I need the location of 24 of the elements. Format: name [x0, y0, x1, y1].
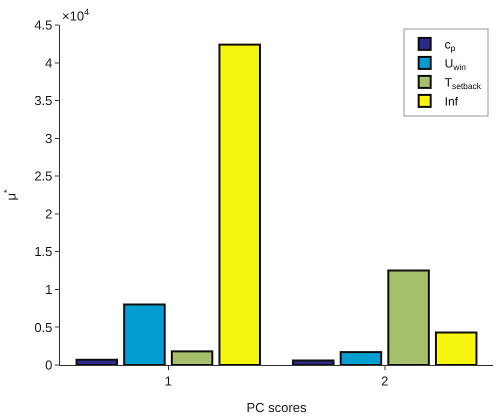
legend-label: Inf: [444, 94, 459, 109]
y-tick-label: 1.5: [34, 244, 52, 260]
text: ×10$^{4}$: [62, 7, 90, 24]
legend-label: c$_{p}$: [444, 38, 456, 54]
y-tick-label: 1: [45, 282, 52, 297]
bar: [434, 332, 478, 365]
y-tick-label: 0.5: [34, 320, 52, 335]
y-tick-label: 3.5: [34, 93, 52, 108]
bar: [218, 44, 261, 365]
y-tick-label: 4: [45, 55, 52, 70]
legend-label: T$_{setback}$: [444, 76, 482, 92]
bar: [76, 358, 118, 365]
bar: [123, 304, 166, 365]
x-axis-title: PC scores: [246, 400, 307, 416]
y-tick-label: 0: [45, 358, 52, 373]
y-tick-label: 3: [45, 130, 52, 146]
y-tick-label: 2: [45, 206, 52, 222]
y-tick-label: 2.5: [34, 168, 52, 184]
bar: [387, 270, 430, 365]
bar: [170, 350, 214, 365]
bar: [340, 351, 382, 365]
bar: [292, 359, 335, 365]
y-tick-label: 4.5: [34, 18, 52, 33]
legend-label: U$_{win}$: [444, 56, 466, 72]
